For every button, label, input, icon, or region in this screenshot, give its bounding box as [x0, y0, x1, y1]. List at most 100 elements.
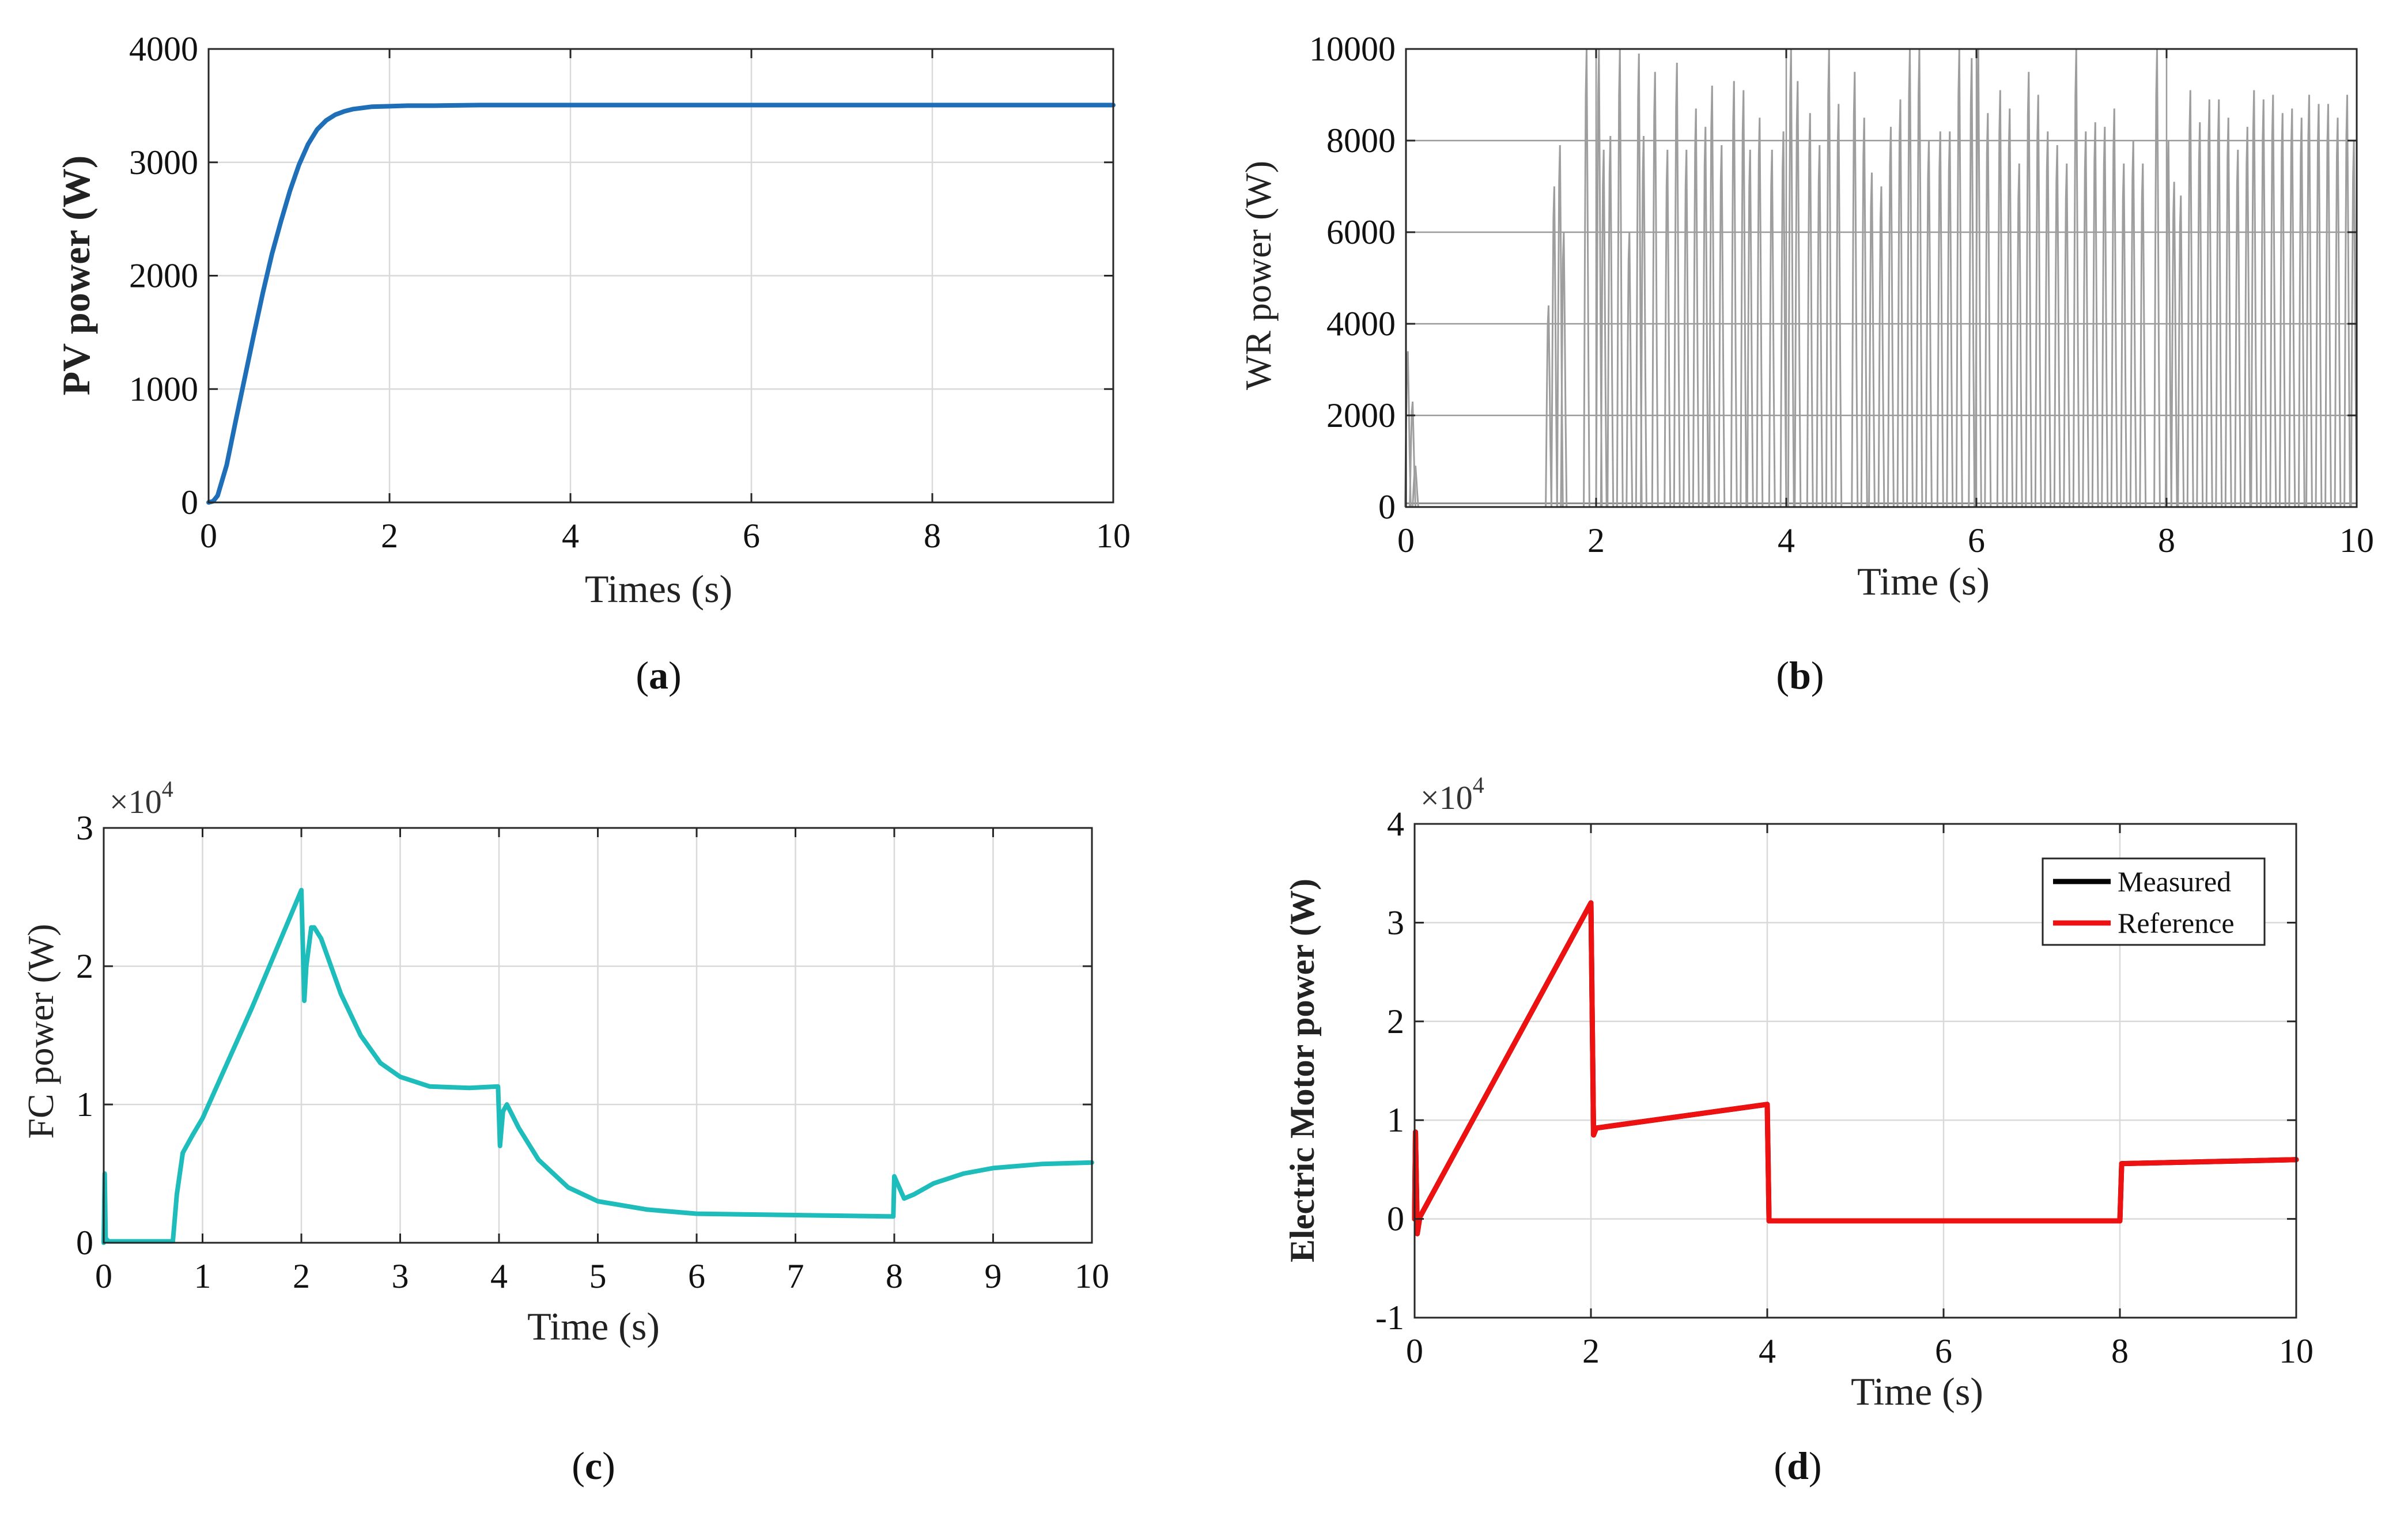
y-tick-label: 2: [1387, 1002, 1404, 1041]
x-axis-label: Time (s): [1857, 559, 1990, 603]
x-tick-label: 8: [2158, 521, 2175, 559]
series-spike: [1673, 62, 1681, 508]
series-spike: [2025, 71, 2033, 508]
series-spike: [1806, 113, 1814, 508]
x-tick-label: 3: [392, 1257, 409, 1295]
series-spike: [2034, 94, 2042, 508]
series-line-pv-power: [206, 103, 1116, 505]
series-spike: [2006, 108, 2014, 508]
series-spike: [1860, 118, 1868, 508]
x-tick-label: 2: [1587, 521, 1605, 559]
series-spike: [1600, 149, 1608, 508]
y-tick-label: 4000: [129, 30, 198, 68]
x-tick-label: 2: [293, 1257, 310, 1295]
x-tick-label: 6: [1935, 1332, 1952, 1370]
y-tick-label: 2000: [129, 257, 198, 295]
series-spike: [2234, 149, 2242, 508]
series-spike: [1702, 127, 1710, 508]
series-spike: [2269, 94, 2277, 508]
series-spike: [2343, 94, 2351, 508]
series-spike: [2044, 131, 2052, 508]
series-spike: [1626, 232, 1634, 508]
series-spike: [1740, 90, 1748, 508]
y-tick-label: 1000: [129, 370, 198, 408]
series-spike: [2315, 104, 2323, 508]
y-tick-label: 4: [1387, 805, 1404, 843]
x-tick-label: 4: [490, 1257, 508, 1295]
series-spike: [2278, 113, 2286, 508]
y-exponent-label: ×104: [1420, 772, 1484, 816]
series-spike: [2170, 181, 2178, 508]
x-tick-label: 10: [1096, 517, 1131, 555]
series-spike: [1606, 135, 1615, 508]
y-axis-label: FC power (W): [20, 924, 61, 1138]
series-spike: [2224, 118, 2232, 508]
series-spike: [2177, 195, 2185, 508]
series-spike: [1968, 58, 1976, 508]
x-tick-label: 2: [381, 517, 398, 555]
series-spike: [1794, 81, 1802, 508]
series-spike: [2334, 118, 2342, 508]
series-spike: [1683, 149, 1691, 508]
series-spike: [2082, 131, 2090, 508]
series-spike: [2297, 118, 2305, 508]
series-spike: [2139, 163, 2147, 508]
x-tick-label: 6: [743, 517, 760, 555]
y-tick-label: 1: [76, 1085, 93, 1123]
series-spike: [2186, 90, 2194, 508]
series-spike: [2053, 145, 2061, 508]
series-spike: [2324, 104, 2332, 508]
x-tick-label: 10: [2279, 1332, 2314, 1370]
series-spike: [2015, 163, 2023, 508]
series-spike: [1984, 113, 1992, 508]
x-tick-label: 0: [1397, 521, 1415, 559]
series-spike: [2063, 163, 2071, 508]
series-spike: [1545, 305, 1552, 508]
y-tick-label: 0: [1378, 488, 1396, 526]
y-tick-label: 10000: [1309, 30, 1396, 68]
panel-caption: (a): [636, 653, 681, 697]
axes-box: [1413, 823, 2297, 1319]
series-spike: [1816, 145, 1824, 508]
y-tick-label: 6000: [1326, 213, 1396, 251]
series-spike: [1877, 186, 1885, 508]
series-spike: [2288, 108, 2296, 508]
x-axis-label: Time (s): [1851, 1370, 1983, 1413]
series-spike: [1835, 104, 1843, 508]
series-spike: [2243, 127, 2251, 508]
y-tick-label: 4000: [1326, 305, 1396, 343]
x-tick-label: 0: [200, 517, 217, 555]
series-spike: [1925, 140, 1933, 508]
y-tick-label: 3000: [129, 143, 198, 181]
series-spike: [1412, 466, 1419, 508]
series-spike: [1651, 71, 1659, 508]
series-spike: [2164, 140, 2172, 508]
series-spike: [2250, 90, 2258, 508]
series-spike: [1868, 172, 1876, 508]
x-tick-label: 8: [886, 1257, 903, 1295]
series-spike: [1851, 71, 1859, 508]
series-spike: [1640, 135, 1647, 508]
x-tick-label: 2: [1582, 1332, 1600, 1370]
x-tick-label: 4: [1778, 521, 1795, 559]
panel-b-wr-power: 0 2 4 6 8 10 0 2000 4000 6000 8000 10000 Time (s) WR …: [1238, 30, 2374, 697]
series-spike: [2129, 140, 2137, 508]
x-tick-label: 1: [194, 1257, 211, 1295]
x-tick-label: 6: [688, 1257, 705, 1295]
y-tick-label: 2: [76, 947, 93, 985]
x-tick-label: 0: [1406, 1332, 1423, 1370]
y-tick-label: 0: [1387, 1200, 1404, 1238]
series-spike: [1756, 118, 1764, 508]
series-spike: [1550, 186, 1558, 508]
y-tick-label: 0: [76, 1224, 93, 1262]
series-spike: [1779, 131, 1787, 508]
x-tick-label: 0: [95, 1257, 112, 1295]
series-spike: [1996, 90, 2004, 508]
series-spike: [2120, 163, 2128, 508]
series-spike: [2205, 99, 2213, 508]
y-tick-label: -1: [1375, 1299, 1404, 1337]
panel-a-pv-power: 0 2 4 6 8 10 0 1000 2000 3000 4000 Times (s) PV powe…: [54, 30, 1131, 697]
x-tick-label: 4: [1759, 1332, 1776, 1370]
x-tick-label: 6: [1968, 521, 1985, 559]
y-tick-label: 1: [1387, 1101, 1404, 1139]
